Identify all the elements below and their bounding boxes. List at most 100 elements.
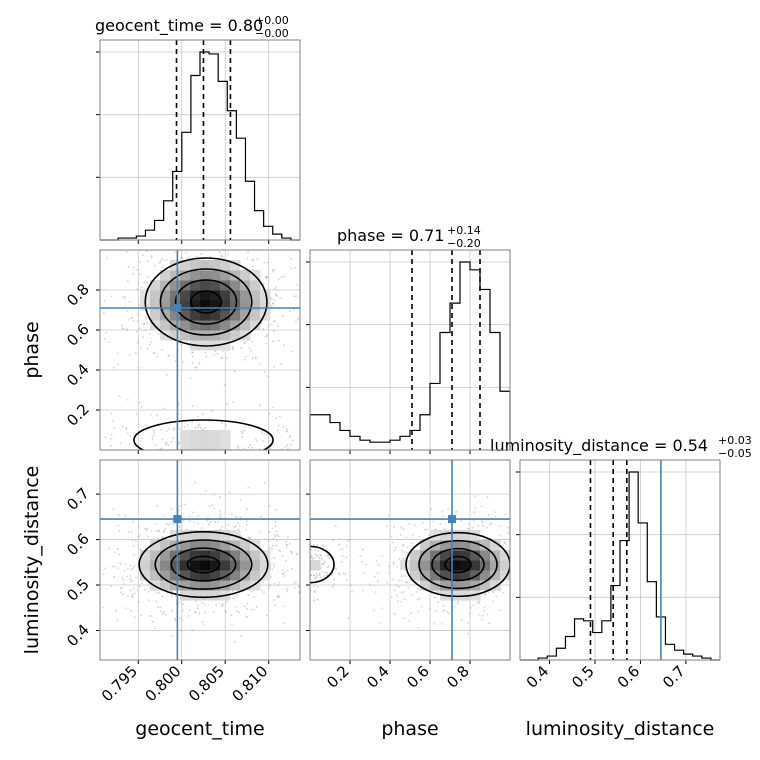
sample-point (132, 319, 135, 322)
sample-point (291, 599, 293, 601)
sample-point (280, 362, 282, 365)
sample-point (117, 524, 120, 527)
density-cell (140, 570, 151, 581)
sample-point (208, 523, 211, 526)
sample-point (173, 427, 176, 430)
sample-point (240, 347, 243, 350)
sample-point (110, 295, 113, 298)
sample-point (195, 256, 198, 258)
sample-point (256, 439, 259, 442)
sample-point (274, 293, 277, 295)
sample-point (143, 323, 146, 325)
density-cell (240, 580, 251, 591)
sample-point (526, 562, 528, 564)
sample-point (534, 545, 536, 547)
sample-point (523, 562, 525, 564)
sample-point (275, 566, 277, 568)
density-cell (230, 320, 241, 331)
sample-point (285, 543, 288, 546)
tick-label-x: 0.6 (614, 662, 644, 692)
sample-point (515, 569, 517, 571)
sample-point (481, 618, 483, 621)
sample-point (460, 618, 463, 621)
sample-point (104, 337, 106, 340)
density-cell (450, 560, 461, 571)
density-cell (450, 550, 461, 561)
sample-point (373, 578, 375, 580)
density-cell (230, 330, 241, 341)
sample-point (400, 579, 403, 582)
sample-point (9, 428, 11, 430)
density-cell (230, 550, 241, 561)
tick-label-x: 0.5 (568, 662, 598, 692)
density-cell (410, 550, 421, 561)
sample-point (131, 539, 134, 542)
sample-point (273, 557, 276, 559)
sample-point (180, 528, 183, 531)
sample-point (403, 598, 406, 601)
sample-point (294, 564, 296, 566)
density-cell (210, 550, 221, 561)
sample-point (134, 539, 137, 542)
density-cell (490, 580, 501, 591)
panel-phase-vs-luminosity_distance (275, 459, 542, 664)
title-minus: −0.20 (447, 237, 481, 250)
sample-point (301, 572, 303, 574)
density-cell (210, 310, 221, 321)
sample-point (322, 433, 324, 435)
sample-point (385, 524, 388, 527)
sample-point (163, 470, 165, 472)
sample-point (111, 565, 114, 568)
sample-point (527, 561, 529, 563)
sample-point (121, 587, 124, 589)
sample-point (319, 576, 322, 579)
sample-point (293, 295, 296, 298)
sample-point (118, 395, 121, 398)
sample-point (540, 530, 542, 532)
sample-point (235, 605, 238, 608)
sample-point (112, 420, 115, 422)
sample-point (160, 610, 162, 613)
sample-point (291, 587, 293, 589)
sample-point (72, 565, 74, 567)
sample-point (281, 572, 284, 575)
sample-point (138, 401, 141, 404)
sample-point (286, 569, 289, 572)
density-cell (190, 300, 201, 311)
density-cell (180, 580, 191, 591)
density-cell (490, 570, 501, 581)
sample-point (158, 591, 161, 594)
sample-point (306, 342, 308, 344)
sample-point (182, 246, 184, 248)
sample-point (182, 603, 185, 605)
contour-line (170, 547, 237, 582)
density-cell (160, 270, 171, 281)
sample-point (131, 595, 134, 598)
sample-point (308, 443, 310, 445)
sample-point (391, 541, 394, 544)
sample-point (277, 594, 279, 597)
sample-point (123, 570, 126, 572)
sample-point (227, 463, 229, 465)
sample-point (320, 554, 323, 557)
sample-point (310, 311, 312, 313)
sample-point (400, 600, 403, 603)
density-cell (180, 560, 191, 571)
sample-point (499, 609, 502, 611)
sample-point (242, 419, 245, 422)
sample-point (290, 557, 292, 559)
sample-point (492, 600, 495, 603)
density-cell (220, 560, 231, 571)
sample-point (267, 457, 269, 459)
sample-point (296, 317, 299, 320)
sample-point (241, 436, 243, 439)
density-cell (180, 550, 191, 561)
sample-point (97, 427, 99, 429)
sample-point (208, 505, 211, 508)
sample-point (390, 535, 393, 538)
tick-label-x: 0.805 (185, 662, 228, 705)
sample-point (207, 463, 209, 465)
sample-point (477, 614, 480, 616)
density-cell (480, 580, 491, 591)
sample-point (217, 451, 219, 453)
